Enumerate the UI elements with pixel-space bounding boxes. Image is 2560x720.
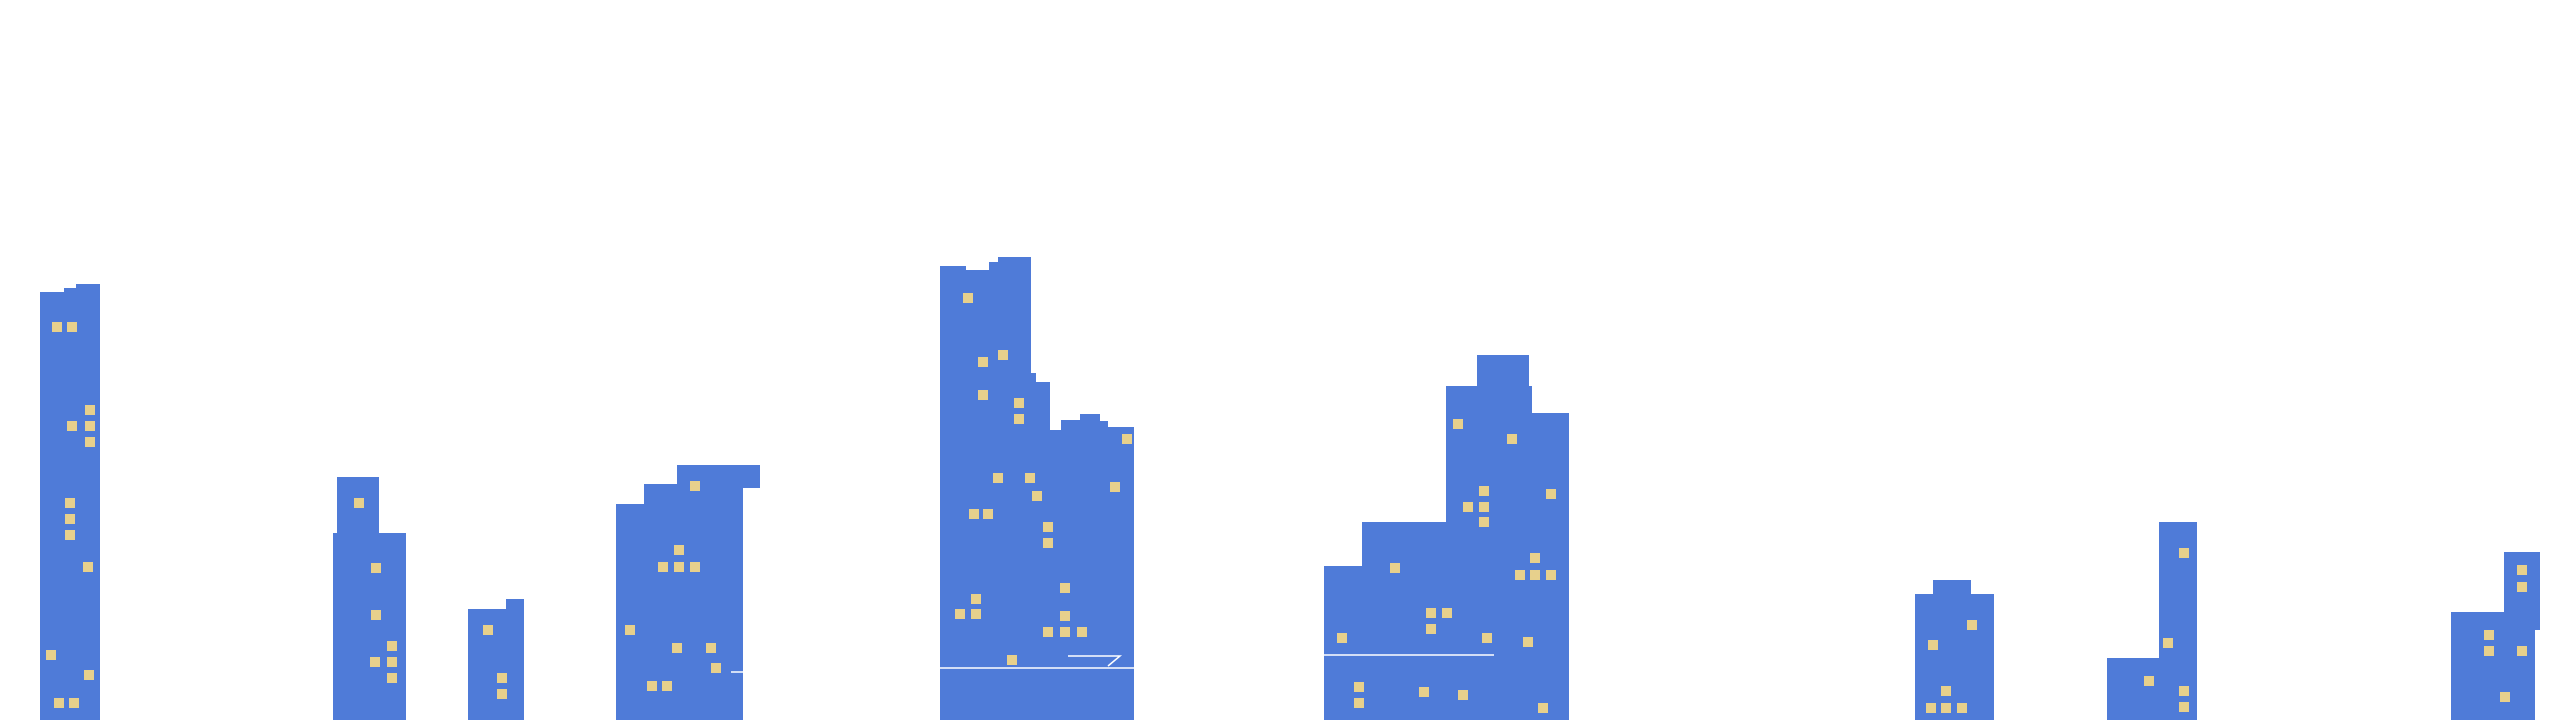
building-8-windows [2144,548,2189,712]
building-7 [1915,580,1994,720]
building-4-body [616,465,760,720]
building-8 [2107,522,2197,720]
building-7-windows [1926,620,1977,713]
building-7-body [1915,580,1994,720]
building-9-body [2451,552,2540,720]
building-5-ledge-line-step [1068,655,1123,667]
building-3-body [468,599,524,720]
building-8-body [2107,522,2197,720]
building-3 [468,599,524,720]
building-4 [616,465,760,720]
building-5-body [940,257,1134,720]
building-1-windows [46,322,95,708]
building-9-windows [2484,565,2527,702]
building-5-windows [955,293,1132,665]
building-6 [1324,355,1569,720]
building-1 [40,284,100,720]
building-2-body [333,477,406,720]
building-2-windows [354,498,397,683]
building-5 [940,257,1134,720]
building-6-windows [1337,419,1556,713]
building-2 [333,477,406,720]
building-6-body [1324,355,1569,720]
building-4-windows [625,481,721,691]
building-9 [2451,552,2540,720]
building-3-windows [483,625,507,699]
